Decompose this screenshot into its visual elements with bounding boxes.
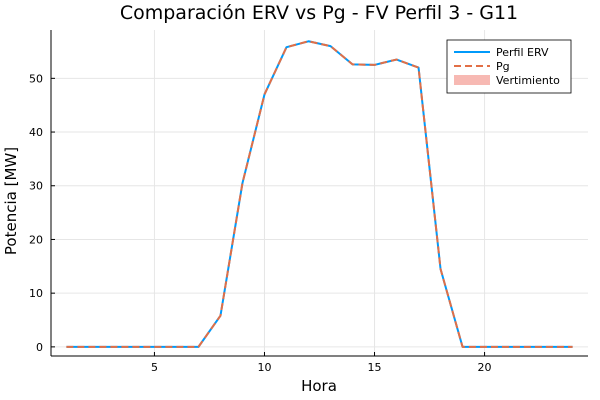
x-tick-label: 15 (368, 361, 382, 374)
legend-label-vertimiento: Vertimiento (496, 74, 560, 87)
legend-label-pg: Pg (496, 60, 510, 73)
y-tick-label: 50 (29, 72, 43, 85)
x-tick-label: 5 (151, 361, 158, 374)
y-axis-label: Potencia [MW] (2, 147, 20, 255)
series-layer (66, 40, 573, 348)
y-tick-label: 20 (29, 233, 43, 246)
tick-labels: 5 10 15 20 0 10 20 30 40 50 (29, 72, 492, 374)
axes (50, 30, 588, 357)
x-tick-label: 10 (257, 361, 271, 374)
y-tick-label: 0 (36, 341, 43, 354)
legend-label-perfil-erv: Perfil ERV (496, 46, 549, 59)
x-tick-label: 20 (478, 361, 492, 374)
x-axis-label: Hora (301, 377, 337, 395)
chart-title: Comparación ERV vs Pg - FV Perfil 3 - G1… (120, 2, 518, 24)
legend-swatch-vertimiento (454, 75, 490, 85)
series-line-perfil-erv (66, 40, 573, 348)
y-tick-label: 10 (29, 287, 43, 300)
y-tick-label: 40 (29, 126, 43, 139)
y-tick-label: 30 (29, 180, 43, 193)
